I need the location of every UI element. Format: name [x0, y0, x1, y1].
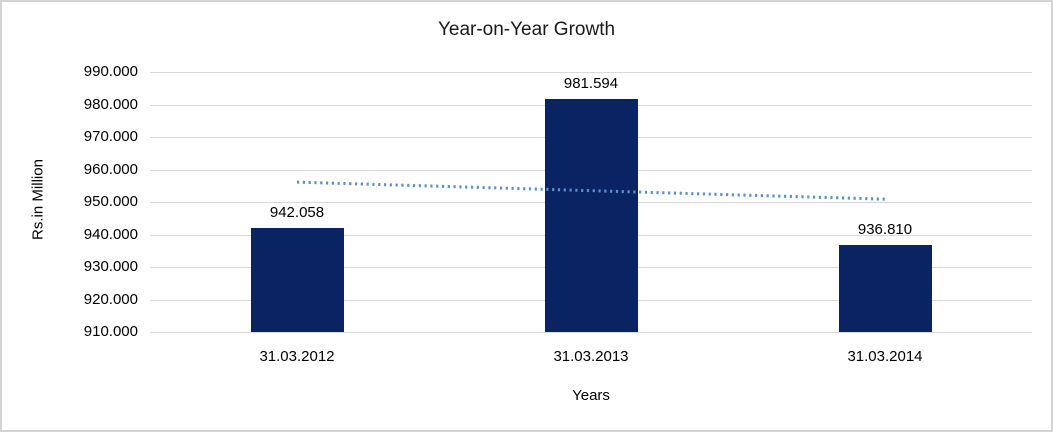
bar-value-label: 936.810 [857, 220, 913, 238]
trendline [296, 180, 886, 201]
gridline [150, 72, 1032, 73]
y-tick-label: 990.000 [83, 63, 138, 80]
bar [544, 99, 638, 332]
bar [838, 244, 932, 332]
bar [250, 227, 344, 332]
y-tick-label: 950.000 [83, 193, 138, 210]
y-tick-label: 980.000 [83, 95, 138, 113]
y-tick-label: 970.000 [83, 128, 138, 145]
y-tick-label: 910.000 [83, 323, 138, 340]
x-axis-title: Years [572, 387, 610, 404]
x-category-label: 31.03.2014 [847, 348, 923, 365]
x-category-label: 31.03.2013 [553, 348, 629, 365]
y-tick-label: 930.000 [83, 258, 138, 275]
bar-value-label: 981.594 [563, 75, 619, 93]
x-category-label: 31.03.2012 [259, 348, 335, 365]
chart-title: Year-on-Year Growth [437, 19, 616, 40]
gridline [150, 332, 1032, 333]
bar-value-label: 942.058 [269, 203, 325, 221]
y-tick-label: 940.000 [83, 225, 138, 243]
y-tick-label: 920.000 [83, 290, 138, 308]
y-tick-label: 960.000 [83, 160, 138, 178]
